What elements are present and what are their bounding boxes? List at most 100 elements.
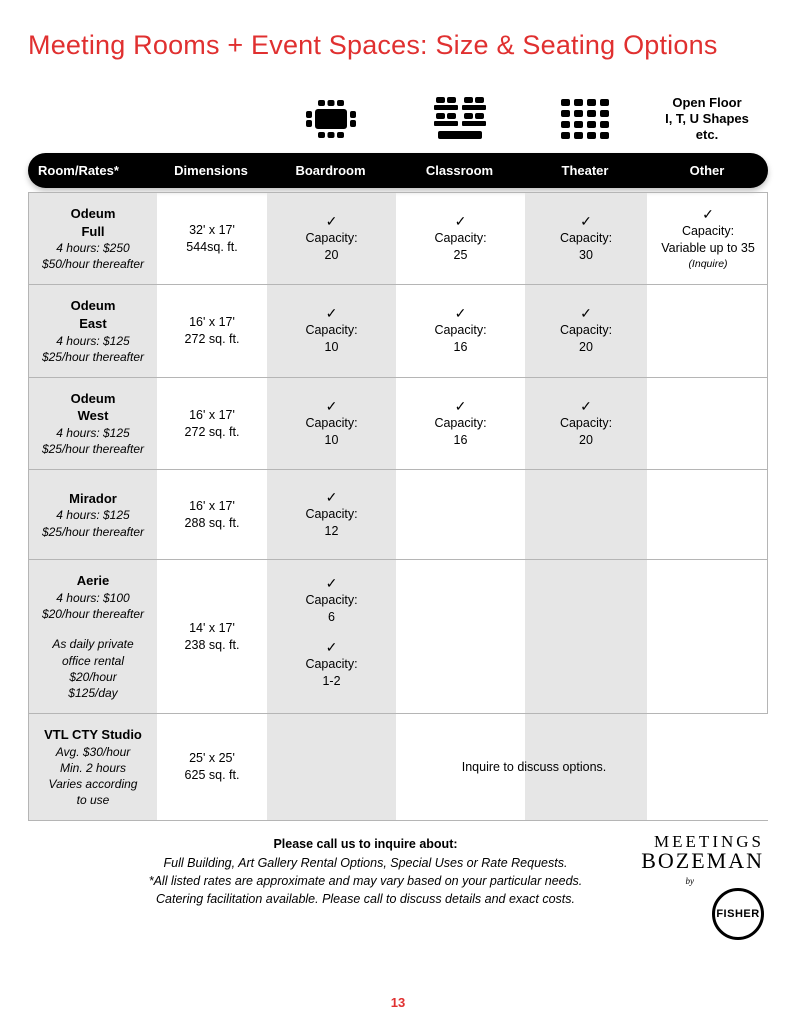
room-cell: Odeum Full4 hours: $250$50/hour thereaft…	[29, 193, 157, 284]
footer-line1: Full Building, Art Gallery Rental Option…	[164, 856, 568, 870]
room-rate: 4 hours: $125	[56, 333, 129, 349]
check-icon: ✓	[580, 214, 592, 228]
footer-note1: *All listed rates are approximate and ma…	[149, 874, 583, 888]
capacity-value: 6	[305, 609, 357, 626]
room-rate: 4 hours: $100	[56, 590, 129, 606]
logo-block: MEETINGS BOZEMAN by FISHER	[599, 835, 764, 939]
capacity-label: Capacity:	[305, 322, 357, 339]
capacity-cell: ✓ Capacity:20	[525, 285, 647, 376]
capacity-value: Variable up to 35	[661, 240, 755, 257]
inquire-cell: Inquire to discuss options.	[267, 714, 769, 820]
room-rate: Avg. $30/hour	[56, 744, 131, 760]
room-rate: Min. 2 hours	[60, 760, 126, 776]
check-icon: ✓	[702, 207, 714, 221]
footer-lead: Please call us to inquire about:	[273, 837, 457, 851]
room-extra-rate: office rental	[62, 653, 124, 669]
room-cell: Mirador4 hours: $125$25/hour thereafter	[29, 470, 157, 559]
room-rate: to use	[77, 792, 110, 808]
capacity-value: 16	[454, 432, 468, 449]
capacity-cell: ✓ Capacity:16	[396, 285, 525, 376]
capacity-cell: ✓Capacity:25	[396, 193, 525, 284]
capacity-label: Capacity:	[305, 506, 357, 523]
capacity-cell	[647, 378, 769, 469]
capacity-label: Capacity:	[305, 230, 357, 247]
capacity-cell: ✓Capacity:16	[396, 378, 525, 469]
room-name: Odeum West	[71, 390, 116, 425]
capacity-value: 10	[325, 339, 339, 356]
dimensions-cell: 14' x 17' 238 sq. ft.	[157, 560, 267, 713]
capacity-cell	[396, 560, 525, 713]
room-name: Aerie	[77, 572, 110, 590]
capacity-cell: ✓Capacity:20	[525, 378, 647, 469]
room-extra-rate: $20/hour	[69, 669, 116, 685]
room-rate: 4 hours: $125	[56, 425, 129, 441]
capacity-cell	[647, 470, 769, 559]
capacity-cell	[647, 560, 769, 713]
capacity-label: Capacity:	[305, 415, 357, 432]
capacity-cell	[647, 285, 769, 376]
room-rate: 4 hours: $125	[56, 507, 129, 523]
rooms-table-body: Odeum Full4 hours: $250$50/hour thereaft…	[28, 192, 768, 821]
room-rate: $20/hour thereafter	[42, 606, 144, 622]
room-rate: $50/hour thereafter	[42, 256, 144, 272]
room-cell: Odeum East4 hours: $125$25/hour thereaft…	[29, 285, 157, 376]
room-cell: Odeum West4 hours: $125$25/hour thereaft…	[29, 378, 157, 469]
header-boardroom: Boardroom	[266, 163, 395, 178]
capacity-value: 12	[325, 523, 339, 540]
table-row: Mirador4 hours: $125$25/hour thereafter1…	[29, 469, 767, 559]
capacity-value: 10	[325, 432, 339, 449]
seating-icon-row: Open Floor I, T, U Shapes etc.	[28, 91, 768, 147]
check-icon: ✓	[305, 640, 357, 654]
boardroom-icon	[266, 91, 395, 147]
check-icon: ✓	[455, 306, 467, 320]
fisher-logo: FISHER	[712, 888, 764, 940]
theater-icon	[524, 91, 646, 147]
room-extra-rate: As daily private	[52, 636, 133, 652]
check-icon: ✓	[326, 490, 338, 504]
header-theater: Theater	[524, 163, 646, 178]
table-row: Odeum East4 hours: $125$25/hour thereaft…	[29, 284, 767, 376]
check-icon: ✓	[326, 214, 338, 228]
check-icon: ✓	[455, 214, 467, 228]
header-dimensions: Dimensions	[156, 163, 266, 178]
capacity-value: 20	[579, 339, 593, 356]
capacity-value: 16	[454, 339, 468, 356]
dimensions-cell: 16' x 17' 272 sq. ft.	[157, 285, 267, 376]
room-name: Odeum East	[71, 297, 116, 332]
room-name: Odeum Full	[71, 205, 116, 240]
room-rate: $25/hour thereafter	[42, 441, 144, 457]
table-row: Aerie4 hours: $100$20/hour thereafter As …	[29, 559, 767, 713]
header-other: Other	[646, 163, 768, 178]
room-name: Mirador	[69, 490, 117, 508]
dimensions-cell: 16' x 17' 288 sq. ft.	[157, 470, 267, 559]
capacity-block: ✓Capacity:1-2	[305, 640, 357, 690]
page-title: Meeting Rooms + Event Spaces: Size & Sea…	[28, 30, 768, 61]
capacity-label: Capacity:	[560, 322, 612, 339]
capacity-value: 1-2	[305, 673, 357, 690]
capacity-label: Capacity:	[434, 322, 486, 339]
capacity-cell	[525, 560, 647, 713]
table-row: VTL CTY StudioAvg. $30/hourMin. 2 hoursV…	[29, 713, 767, 820]
room-rate: $25/hour thereafter	[42, 349, 144, 365]
capacity-label: Capacity:	[434, 230, 486, 247]
dimensions-cell: 32' x 17' 544sq. ft.	[157, 193, 267, 284]
capacity-cell: ✓ Capacity:12	[267, 470, 396, 559]
room-rate: $25/hour thereafter	[42, 524, 144, 540]
capacity-value: 30	[579, 247, 593, 264]
room-cell: VTL CTY StudioAvg. $30/hourMin. 2 hoursV…	[29, 714, 157, 820]
dimensions-cell: 25' x 25' 625 sq. ft.	[157, 714, 267, 820]
capacity-cell: ✓Capacity:10	[267, 285, 396, 376]
capacity-value: 20	[579, 432, 593, 449]
logo-by: by	[686, 876, 695, 886]
footer-block: Please call us to inquire about: Full Bu…	[28, 835, 768, 939]
check-icon: ✓	[580, 306, 592, 320]
capacity-value: 20	[325, 247, 339, 264]
capacity-label: Capacity:	[682, 223, 734, 240]
table-row: Odeum Full4 hours: $250$50/hour thereaft…	[29, 192, 767, 284]
table-header-row: Room/Rates* Dimensions Boardroom Classro…	[28, 153, 768, 188]
capacity-cell: ✓ Capacity:20	[267, 193, 396, 284]
room-cell: Aerie4 hours: $100$20/hour thereafter As …	[29, 560, 157, 713]
check-icon: ✓	[326, 399, 338, 413]
capacity-cell: ✓Capacity:Variable up to 35(Inquire)	[647, 193, 769, 284]
footer-note2: Catering facilitation available. Please …	[156, 892, 575, 906]
